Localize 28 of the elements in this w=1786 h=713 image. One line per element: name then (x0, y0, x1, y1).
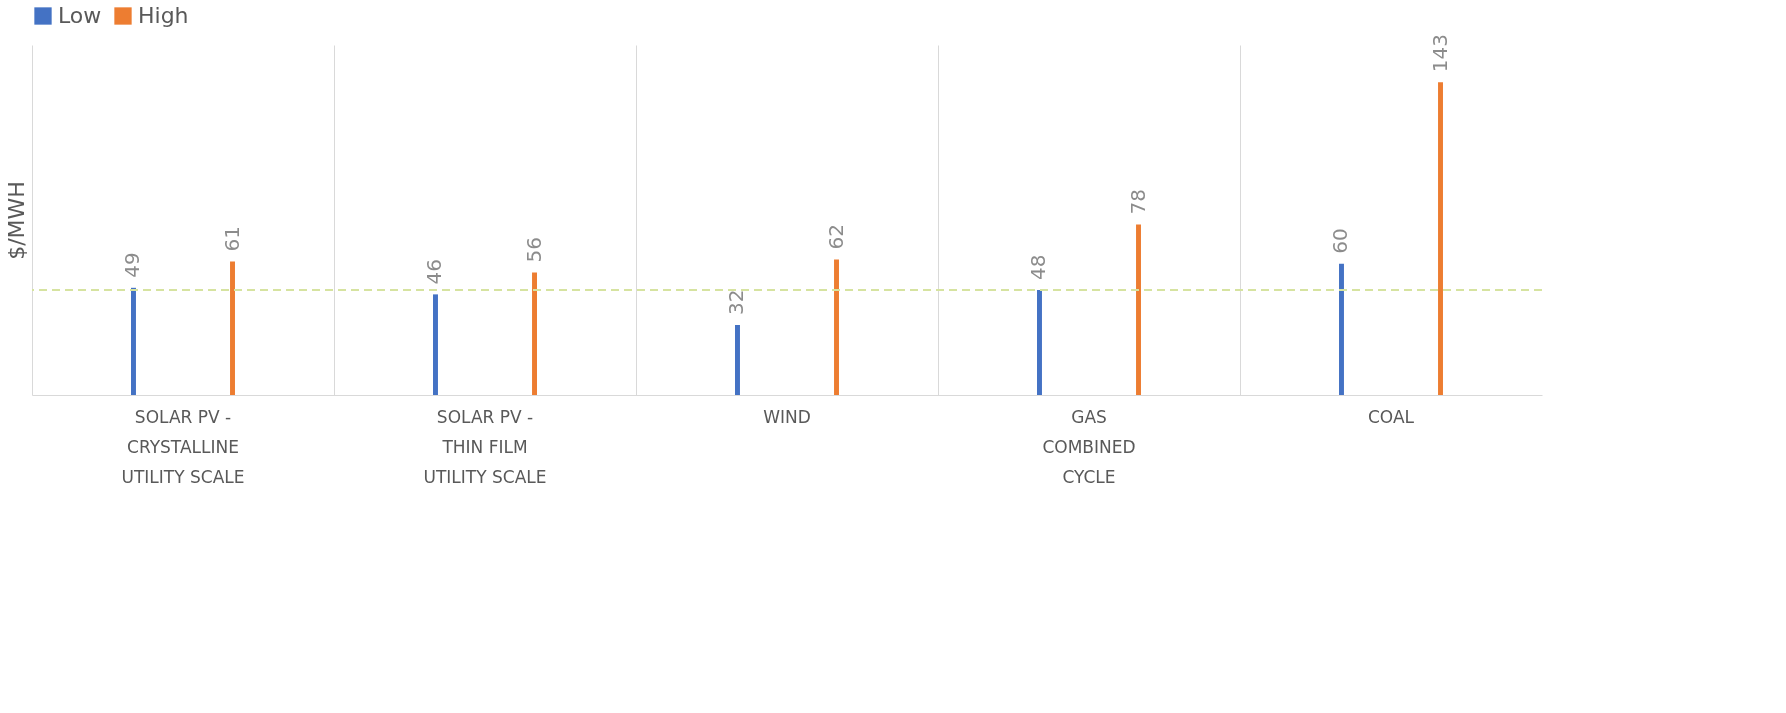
bar (1339, 263, 1344, 395)
data-label: 32 (724, 289, 749, 315)
bar (230, 261, 235, 395)
bar (834, 259, 839, 395)
data-label: 62 (823, 223, 848, 250)
data-label: 60 (1328, 228, 1353, 254)
legend-label: High (138, 3, 189, 28)
bar (1037, 290, 1042, 395)
x-tick-label: COAL (1367, 406, 1415, 427)
data-label: 46 (422, 258, 447, 285)
bar (131, 287, 136, 395)
bar (1438, 82, 1443, 395)
data-label: 56 (521, 237, 546, 263)
x-tick-label: WIND (763, 406, 811, 427)
y-axis-title: $/MWH (3, 181, 29, 260)
data-label: 78 (1125, 188, 1150, 215)
x-tick-label: SOLAR PV - CRYSTALLINE UTILITY SCALE (121, 406, 245, 487)
data-label: 61 (219, 226, 244, 252)
data-label: 143 (1427, 34, 1452, 73)
bar (433, 294, 438, 395)
data-label: 48 (1026, 254, 1051, 280)
legend-label: Low (58, 3, 102, 28)
x-tick-label: GAS COMBINED CYCLE (1042, 406, 1136, 487)
bar (1136, 224, 1141, 395)
x-tick-label: SOLAR PV - THIN FILM UTILITY SCALE (423, 406, 547, 487)
bar (735, 325, 740, 395)
data-label: 49 (120, 252, 145, 278)
bar (532, 272, 537, 395)
